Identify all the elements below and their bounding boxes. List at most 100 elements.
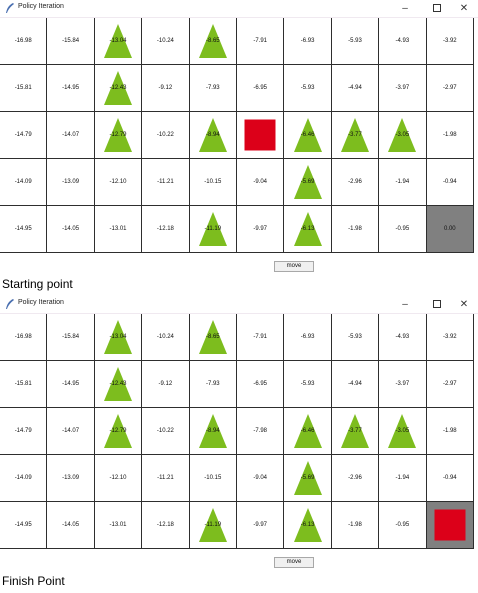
cell-value: -3.97 [395, 381, 410, 387]
cell-value: -4.93 [395, 38, 410, 44]
obstacle-triangle [103, 118, 132, 152]
obstacle-triangle [103, 367, 132, 401]
grid-cell: -5.69 [284, 159, 332, 206]
grid-cell: -14.95 [0, 502, 48, 549]
grid-cell: -4.93 [379, 314, 427, 361]
grid-cell: -9.12 [142, 65, 190, 112]
grid-cell: -15.81 [0, 65, 48, 112]
grid-cell: -5.93 [284, 361, 332, 408]
cell-value: -11.19 [204, 522, 222, 528]
goal-cell [426, 502, 474, 549]
obstacle-triangle [340, 414, 369, 448]
minimize-button[interactable]: – [391, 0, 419, 17]
grid-cell: -10.15 [189, 159, 237, 206]
cell-value: -16.98 [14, 334, 32, 340]
cell-value: -13.04 [109, 38, 127, 44]
grid-cell: -6.95 [237, 65, 285, 112]
grid-cell: -2.97 [426, 65, 474, 112]
grid-cell: -14.05 [47, 502, 95, 549]
cell-value: -4.94 [348, 85, 362, 91]
cell-value: -8.65 [205, 38, 220, 44]
cell-value: -1.98 [348, 522, 362, 528]
agent-square [244, 119, 276, 151]
grid-cell: -0.94 [426, 455, 474, 502]
grid-cell: -2.96 [331, 455, 380, 502]
grid-cell: -3.77 [331, 408, 380, 455]
title-bar[interactable]: Policy Iteration – ✕ [0, 296, 478, 314]
grid-cell: -13.04 [94, 18, 143, 65]
grid-cell: -6.46 [284, 408, 332, 455]
grid-cell: -16.98 [0, 18, 48, 65]
value-grid: -16.98 -15.84 -13.04 -10.24 -8.65 -7.91 -6.93 -… [0, 314, 474, 549]
cell-value: -6.93 [300, 334, 315, 340]
grid-cell: -10.22 [142, 112, 190, 159]
grid-cell: -4.94 [331, 65, 380, 112]
move-button[interactable]: move [274, 261, 314, 272]
close-icon: ✕ [459, 3, 469, 14]
cell-value: -2.96 [348, 179, 362, 185]
close-button[interactable]: ✕ [450, 0, 478, 17]
cell-value: -14.09 [14, 179, 32, 185]
grid-cell: -2.96 [331, 159, 380, 206]
grid-cell: -14.07 [47, 112, 95, 159]
cell-value: -12.10 [109, 475, 127, 481]
minimize-icon: – [402, 299, 408, 310]
obstacle-triangle [293, 212, 322, 246]
cell-value: -2.97 [442, 85, 457, 91]
grid-cell: -9.04 [237, 455, 285, 502]
grid-cell: -13.01 [94, 502, 143, 549]
obstacle-triangle [198, 212, 227, 246]
cell-value: -6.95 [253, 381, 268, 387]
cell-value: -3.05 [395, 428, 410, 434]
grid-cell: -0.95 [379, 206, 427, 253]
maximize-button[interactable] [423, 296, 451, 313]
grid-cell: -14.79 [0, 112, 48, 159]
grid-cell: -1.94 [379, 159, 427, 206]
grid-cell: -9.97 [237, 502, 285, 549]
grid-cell: -7.98 [237, 408, 285, 455]
close-button[interactable]: ✕ [450, 296, 478, 313]
grid-cell: -12.10 [94, 455, 143, 502]
caption-starting-point: Starting point [2, 277, 73, 291]
maximize-button[interactable] [423, 0, 451, 17]
cell-value: -5.69 [300, 179, 315, 185]
grid-cell: -11.19 [189, 206, 237, 253]
cell-value: -5.69 [300, 475, 315, 481]
title-bar[interactable]: Policy Iteration – ✕ [0, 0, 478, 18]
cell-value: -3.77 [348, 428, 362, 434]
move-button[interactable]: move [274, 557, 314, 568]
obstacle-triangle [103, 414, 132, 448]
agent-square [434, 509, 466, 541]
grid-cell: -4.93 [379, 18, 427, 65]
cell-value: -10.24 [156, 334, 174, 340]
cell-value: -3.92 [442, 38, 457, 44]
cell-value: -14.79 [14, 428, 32, 434]
grid-cell: -3.92 [426, 314, 474, 361]
obstacle-triangle [103, 71, 132, 105]
grid-cell: -5.93 [331, 314, 380, 361]
cell-value: -10.24 [156, 38, 174, 44]
grid-cell: -12.79 [94, 112, 143, 159]
cell-value: -14.95 [62, 85, 80, 91]
cell-value: -12.18 [156, 522, 174, 528]
obstacle-triangle [388, 414, 417, 448]
cell-value: -12.18 [156, 226, 174, 232]
goal-cell: 0.00 [426, 206, 474, 253]
cell-value: -10.15 [204, 179, 222, 185]
grid-cell: -10.22 [142, 408, 190, 455]
cell-value: -8.94 [205, 428, 220, 434]
grid-cell: -12.10 [94, 159, 143, 206]
cell-value: -13.09 [62, 475, 80, 481]
cell-value: -11.21 [157, 475, 174, 481]
grid-cell: -5.93 [331, 18, 380, 65]
caption-finish-point: Finish Point [2, 574, 65, 588]
cell-value: -8.94 [205, 132, 220, 138]
grid-cell: -12.18 [142, 206, 190, 253]
grid-cell: -11.21 [142, 455, 190, 502]
grid-cell: -9.04 [237, 159, 285, 206]
minimize-button[interactable]: – [391, 296, 419, 313]
cell-value: -5.93 [348, 38, 362, 44]
cell-value: -1.98 [442, 428, 457, 434]
grid-cell: -3.97 [379, 361, 427, 408]
grid-cell: -5.93 [284, 65, 332, 112]
